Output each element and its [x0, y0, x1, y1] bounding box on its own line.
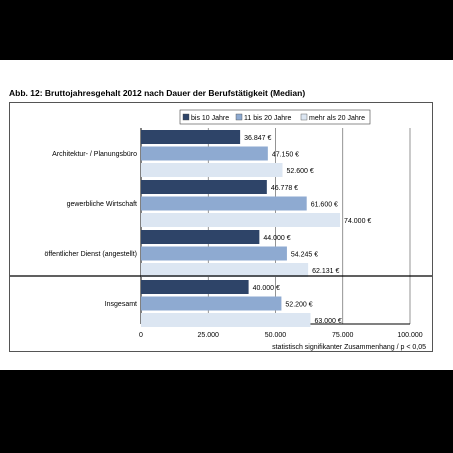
x-tick-label: 25.000 [198, 332, 220, 339]
legend-label: mehr als 20 Jahre [309, 115, 365, 122]
x-tick-label: 75.000 [332, 332, 354, 339]
data-label: 44.000 € [263, 235, 290, 242]
category-label: öffentlicher Dienst (angestellt) [45, 251, 137, 258]
bar [141, 296, 282, 311]
legend-label: bis 10 Jahre [191, 115, 229, 122]
bar [141, 313, 311, 327]
bar [141, 180, 267, 194]
bar [141, 246, 287, 261]
legend-swatch [182, 113, 190, 121]
bar [141, 130, 241, 144]
x-tick-label: 50.000 [265, 332, 287, 339]
figure-page: Abb. 12: Bruttojahresgehalt 2012 nach Da… [0, 60, 453, 370]
bar [141, 263, 309, 277]
data-label: 61.600 € [311, 202, 338, 209]
data-label: 40.000 € [253, 285, 280, 292]
chart-frame [9, 102, 433, 352]
bar-chart: Architektur- / Planungsbüro 36.847 € 47.15… [10, 109, 432, 351]
bar [141, 196, 307, 211]
bar [141, 163, 283, 177]
data-label: 46.778 € [271, 185, 298, 192]
legend-swatch [300, 113, 308, 121]
data-label: 54.245 € [291, 252, 318, 259]
data-label: 47.150 € [272, 152, 299, 159]
legend-box [179, 109, 371, 125]
data-label: 52.600 € [286, 168, 313, 175]
figure-title: Abb. 12: Bruttojahresgehalt 2012 nach Da… [9, 88, 306, 98]
data-label: 52.200 € [285, 302, 312, 309]
data-label: 63.000 € [314, 318, 341, 325]
legend-label: 11 bis 20 Jahre [244, 115, 291, 122]
data-label: 74.000 € [344, 218, 371, 225]
category-label: gewerbliche Wirtschaft [67, 201, 137, 208]
category-label: Insgesamt [105, 301, 137, 308]
x-tick-label: 0 [139, 332, 143, 339]
significance-note: statistisch signifikanter Zusammenhang /… [272, 344, 426, 351]
category-label: Architektur- / Planungsbüro [52, 151, 137, 158]
bar [141, 146, 268, 161]
x-tick-label: 100.000 [397, 332, 422, 339]
legend-swatch [235, 113, 243, 121]
bar [141, 230, 260, 244]
bar [141, 280, 249, 294]
bar [141, 213, 341, 227]
data-label: 36.847 € [244, 135, 271, 142]
data-label: 62.131 € [312, 268, 339, 275]
